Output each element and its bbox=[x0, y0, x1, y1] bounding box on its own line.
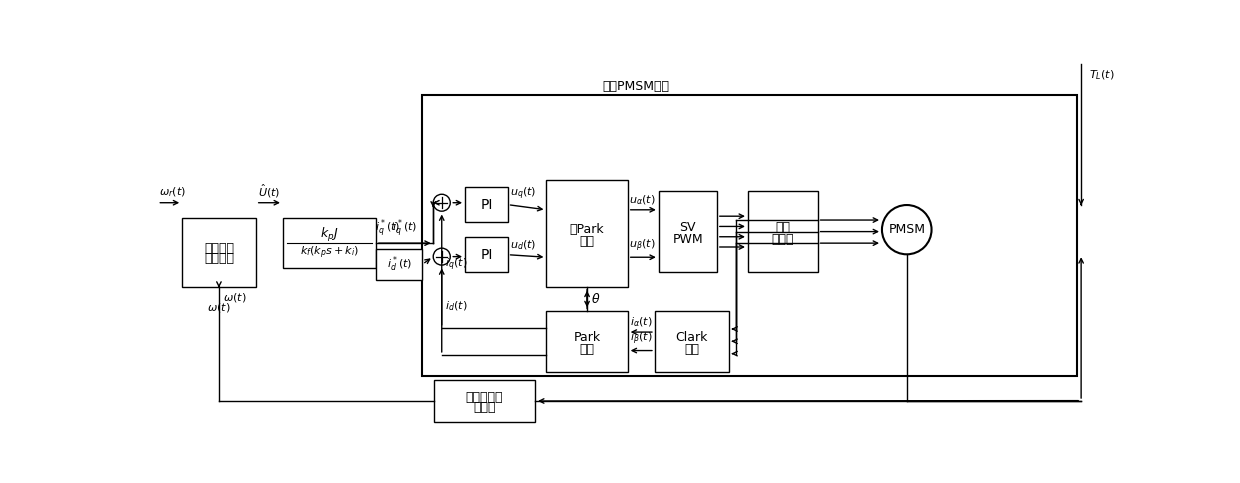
Text: $u_d(t)$: $u_d(t)$ bbox=[510, 238, 537, 252]
Bar bbox=[465, 187, 507, 222]
Text: 广义PMSM对象: 广义PMSM对象 bbox=[601, 80, 670, 93]
Bar bbox=[434, 380, 534, 422]
Text: $i_q^*(t)$: $i_q^*(t)$ bbox=[392, 218, 417, 240]
Text: 变换: 变换 bbox=[684, 342, 699, 355]
Text: 自适应滑: 自适应滑 bbox=[203, 242, 234, 256]
Text: $\omega(t)$: $\omega(t)$ bbox=[207, 301, 231, 314]
Bar bbox=[182, 218, 255, 287]
Text: 变换: 变换 bbox=[579, 235, 594, 248]
Text: 逆变器: 逆变器 bbox=[771, 233, 794, 246]
Bar bbox=[547, 180, 627, 287]
Circle shape bbox=[433, 194, 450, 211]
Text: $\theta$: $\theta$ bbox=[591, 292, 600, 306]
Circle shape bbox=[433, 248, 450, 265]
Text: $u_\beta(t)$: $u_\beta(t)$ bbox=[629, 238, 656, 254]
Text: PMSM: PMSM bbox=[888, 223, 925, 236]
Text: PI: PI bbox=[480, 248, 492, 262]
Bar bbox=[465, 237, 507, 272]
Text: $i_d^*(t)$: $i_d^*(t)$ bbox=[387, 255, 412, 274]
Text: Park: Park bbox=[573, 331, 600, 344]
Bar bbox=[283, 218, 376, 268]
Text: 变换: 变换 bbox=[579, 342, 594, 355]
Text: 逆Park: 逆Park bbox=[569, 223, 604, 236]
Text: $\hat{U}(t)$: $\hat{U}(t)$ bbox=[258, 182, 280, 199]
Text: SV: SV bbox=[680, 221, 696, 234]
Text: $i_d(t)$: $i_d(t)$ bbox=[445, 299, 467, 313]
Text: PWM: PWM bbox=[672, 233, 703, 246]
Text: 传感器: 传感器 bbox=[474, 401, 496, 414]
Text: $u_\alpha(t)$: $u_\alpha(t)$ bbox=[629, 193, 656, 207]
Text: $k_p J$: $k_p J$ bbox=[320, 226, 339, 244]
Text: $i_\beta(t)$: $i_\beta(t)$ bbox=[630, 331, 652, 347]
Bar bbox=[423, 95, 1078, 376]
Text: Clark: Clark bbox=[676, 331, 708, 344]
Text: $\omega_r(t)$: $\omega_r(t)$ bbox=[159, 185, 186, 199]
Circle shape bbox=[882, 205, 931, 255]
Bar bbox=[547, 311, 627, 372]
Text: $k_f(k_p s+k_i)$: $k_f(k_p s+k_i)$ bbox=[300, 244, 360, 261]
Text: 三相: 三相 bbox=[775, 221, 790, 234]
Text: $\omega(t)$: $\omega(t)$ bbox=[223, 291, 247, 304]
Bar bbox=[748, 191, 817, 272]
Bar bbox=[655, 311, 729, 372]
Text: $i_q^*(t)$: $i_q^*(t)$ bbox=[374, 218, 401, 240]
Text: $i_\alpha(t)$: $i_\alpha(t)$ bbox=[630, 315, 652, 329]
Text: $i_q(t)$: $i_q(t)$ bbox=[445, 257, 467, 273]
Text: 模控制器: 模控制器 bbox=[203, 253, 234, 266]
Text: PI: PI bbox=[480, 198, 492, 212]
Bar bbox=[376, 249, 423, 280]
Bar bbox=[658, 191, 717, 272]
Text: 位置和速度: 位置和速度 bbox=[466, 391, 503, 404]
Text: $T_L(t)$: $T_L(t)$ bbox=[1089, 68, 1115, 82]
Text: $u_q(t)$: $u_q(t)$ bbox=[510, 185, 537, 201]
